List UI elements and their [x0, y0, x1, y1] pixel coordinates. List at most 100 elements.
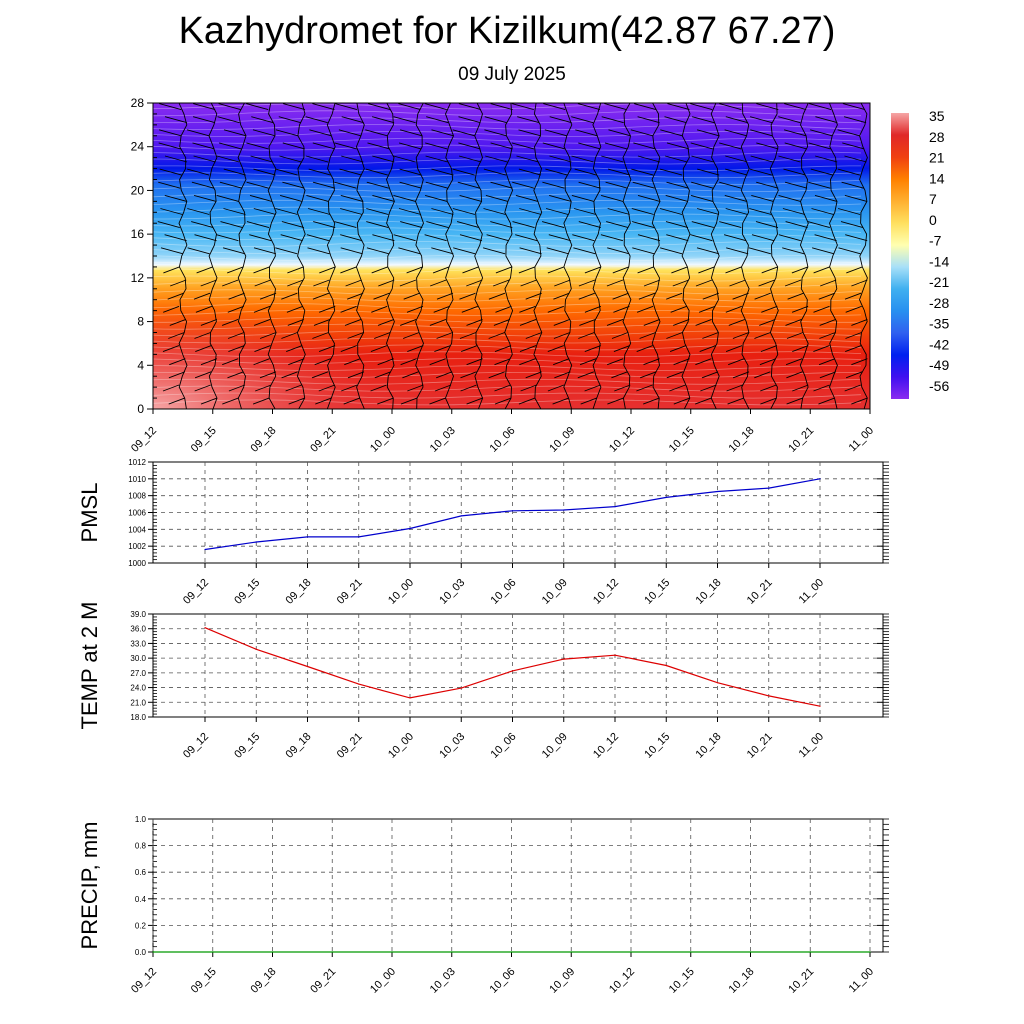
wind-barb-flag: [160, 208, 183, 215]
wind-barb-flag: [732, 292, 749, 300]
wind-barb-flag: [673, 358, 690, 366]
wind-barb-flag: [725, 155, 748, 163]
wind-barb-flag: [837, 208, 861, 215]
wind-barb-flag: [813, 266, 830, 274]
colorbar-label: 21: [929, 150, 945, 166]
contour-line: [153, 103, 862, 110]
wind-barb-flag: [249, 234, 272, 242]
y-tick-label: 0.4: [135, 895, 147, 904]
wind-barb-flag: [344, 318, 362, 326]
wind-barb-flag: [307, 247, 330, 255]
contour-line: [153, 172, 862, 179]
wind-barb-flag: [578, 279, 596, 287]
wind-barb-flag: [187, 247, 210, 255]
wind-barb-flag: [280, 234, 303, 242]
wind-barb-flag: [459, 292, 476, 300]
wind-barb-flag: [431, 208, 454, 215]
wind-barb-flag: [815, 116, 838, 124]
wind-barb-flag: [844, 384, 861, 392]
wind-barb-flag: [429, 358, 446, 366]
wind-barb-flag: [458, 103, 482, 111]
wind-barb-flag: [288, 358, 305, 366]
wind-barb-flag: [370, 345, 388, 353]
wind-barb-flag: [725, 266, 742, 274]
temp-point: [306, 665, 309, 668]
wind-barb-flag: [547, 384, 565, 392]
x-tick-label: 11_00: [797, 577, 827, 607]
wind-barb-flag: [460, 371, 477, 379]
wind-barb-flag: [546, 247, 569, 255]
wind-barb-flag: [494, 397, 512, 405]
wind-barb-flag: [786, 332, 804, 339]
wind-barb-flag: [840, 221, 864, 229]
wind-barb-flag: [525, 332, 542, 339]
wind-barb-flag: [666, 332, 683, 339]
wind-barb-flag: [279, 194, 303, 202]
wind-barb-flag: [672, 279, 689, 287]
precip-point: [749, 951, 752, 953]
wind-barb-staff: [296, 103, 306, 409]
wind-barb-flag: [490, 221, 513, 229]
wind-barb-flag: [643, 358, 660, 366]
contour-line: [153, 309, 862, 316]
temp-point: [768, 695, 770, 697]
wind-barb-flag: [493, 279, 510, 287]
wind-barb-flag: [791, 266, 809, 274]
wind-barb-flag: [695, 397, 712, 405]
x-tick-label: 10_18: [727, 425, 757, 455]
contour-line: [153, 158, 862, 165]
wind-barb-flag: [756, 181, 779, 189]
wind-barb-flag: [377, 358, 394, 366]
y-tick-label: 20: [131, 183, 145, 197]
wind-barb-flag: [371, 305, 388, 313]
wind-barb-flag: [553, 318, 570, 326]
wind-barb-flag: [846, 266, 863, 274]
wind-barb-flag: [659, 168, 683, 176]
wind-barb-flag: [519, 318, 537, 326]
y-tick-label: 33.0: [130, 639, 146, 648]
wind-barb-flag: [723, 234, 747, 242]
y-tick-label: 1.0: [135, 815, 147, 824]
wind-barb-flag: [666, 142, 690, 150]
wind-barb-staff: [710, 103, 720, 409]
wind-barb-flag: [250, 155, 273, 163]
wind-barb-flag: [319, 305, 336, 313]
wind-barb-flag: [493, 318, 511, 326]
wind-barb-flag: [787, 292, 804, 300]
wind-barb-flag: [631, 208, 654, 215]
wind-barb-flag: [778, 155, 801, 163]
wind-barb-flag: [436, 371, 453, 379]
wind-barb-flag: [545, 208, 569, 215]
wind-barb-flag: [659, 247, 683, 255]
wind-barb-flag: [751, 234, 775, 242]
temp-point: [716, 682, 719, 684]
wind-barb-flag: [430, 279, 447, 287]
contour-line: [153, 371, 861, 378]
wind-barb-flag: [525, 371, 542, 379]
wind-barb-flag: [452, 208, 476, 215]
wind-barb-flag: [512, 221, 535, 229]
wind-barb-flag: [307, 208, 331, 215]
wind-barb-flag: [494, 358, 511, 366]
wind-barb-flag: [577, 371, 594, 379]
wind-barb-flag: [578, 221, 601, 229]
wind-barb-flag: [282, 142, 305, 150]
y-tick-label: 39.0: [130, 610, 146, 619]
wind-barb-flag: [725, 345, 743, 353]
wind-barb-flag: [425, 142, 448, 150]
pmsl-point: [409, 527, 411, 530]
wind-barb-flag: [312, 292, 330, 300]
wind-barb-flag: [216, 234, 239, 242]
wind-barb-flag: [458, 142, 481, 150]
precip-point: [690, 951, 692, 953]
wind-barb-flag: [483, 208, 506, 215]
wind-barb-flag: [312, 181, 336, 189]
wind-barb-staff: [178, 103, 188, 409]
wind-barb-flag: [754, 292, 771, 300]
x-tick-label: 10_12: [591, 731, 621, 761]
wind-barb-flag: [660, 129, 683, 137]
colorbar-label: -14: [929, 253, 949, 269]
y-tick-label: 4: [137, 358, 144, 372]
wind-barb-flag: [313, 221, 336, 229]
y-tick-label: 1002: [128, 542, 146, 551]
